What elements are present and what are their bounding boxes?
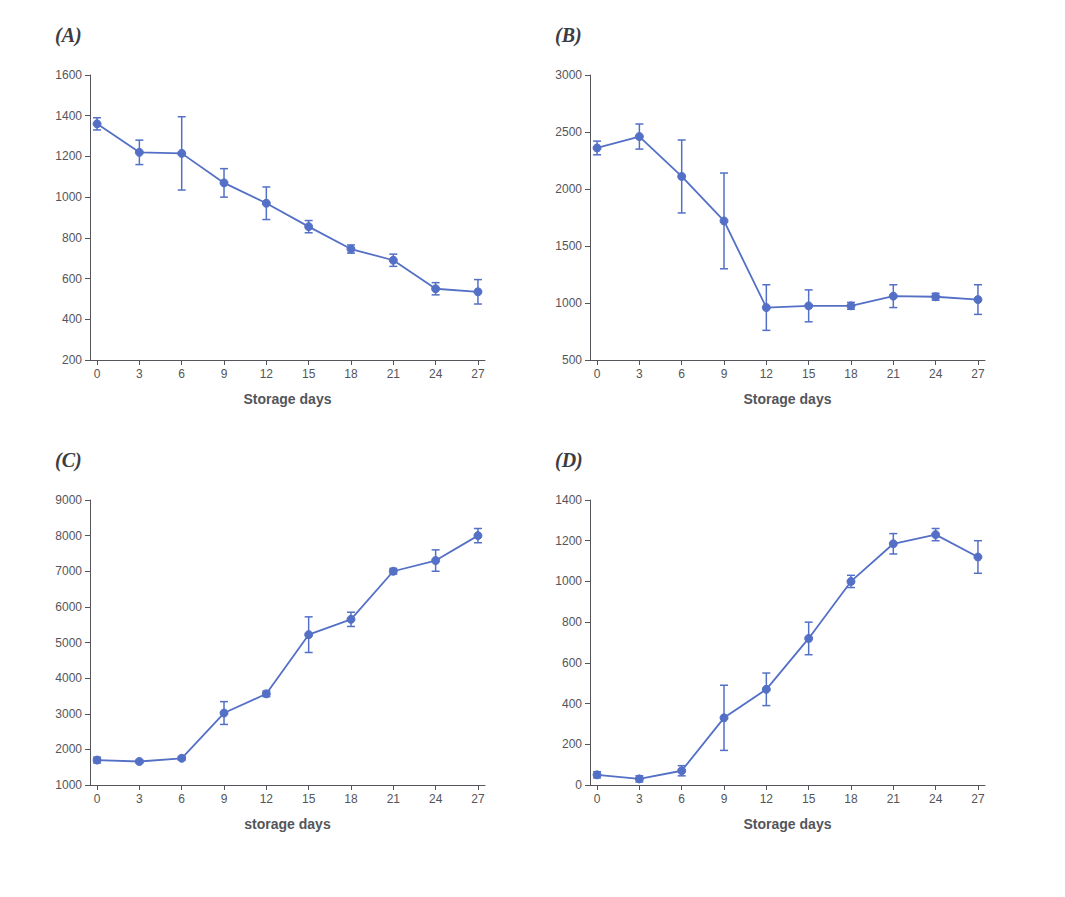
svg-text:1200: 1200 bbox=[55, 149, 82, 163]
svg-text:3: 3 bbox=[636, 367, 643, 381]
svg-text:1000: 1000 bbox=[55, 778, 82, 792]
svg-text:9: 9 bbox=[221, 792, 228, 806]
svg-text:Storage days: Storage days bbox=[744, 391, 832, 407]
svg-text:15: 15 bbox=[802, 367, 816, 381]
svg-text:27: 27 bbox=[971, 367, 985, 381]
svg-text:3000: 3000 bbox=[55, 707, 82, 721]
svg-text:27: 27 bbox=[471, 367, 485, 381]
svg-text:(B): (B) bbox=[555, 24, 582, 47]
svg-text:0: 0 bbox=[575, 778, 582, 792]
svg-text:6: 6 bbox=[678, 367, 685, 381]
svg-text:21: 21 bbox=[387, 367, 401, 381]
svg-text:21: 21 bbox=[887, 792, 901, 806]
svg-text:18: 18 bbox=[344, 367, 358, 381]
svg-text:6: 6 bbox=[678, 792, 685, 806]
svg-text:1200: 1200 bbox=[555, 534, 582, 548]
svg-text:3000: 3000 bbox=[555, 68, 582, 82]
svg-text:0: 0 bbox=[594, 367, 601, 381]
svg-text:2000: 2000 bbox=[55, 742, 82, 756]
svg-text:600: 600 bbox=[562, 656, 582, 670]
svg-text:0: 0 bbox=[94, 367, 101, 381]
svg-text:400: 400 bbox=[62, 312, 82, 326]
svg-text:0: 0 bbox=[94, 792, 101, 806]
svg-text:Storage days: Storage days bbox=[744, 816, 832, 832]
svg-text:1600: 1600 bbox=[55, 68, 82, 82]
svg-text:24: 24 bbox=[929, 792, 943, 806]
svg-text:200: 200 bbox=[62, 353, 82, 367]
svg-text:400: 400 bbox=[562, 697, 582, 711]
svg-text:(D): (D) bbox=[555, 449, 583, 472]
svg-text:1000: 1000 bbox=[555, 574, 582, 588]
svg-text:18: 18 bbox=[344, 792, 358, 806]
svg-text:9: 9 bbox=[721, 792, 728, 806]
svg-text:7000: 7000 bbox=[55, 564, 82, 578]
svg-text:3: 3 bbox=[636, 792, 643, 806]
svg-text:6000: 6000 bbox=[55, 600, 82, 614]
svg-text:24: 24 bbox=[929, 367, 943, 381]
svg-text:12: 12 bbox=[760, 792, 774, 806]
svg-text:18: 18 bbox=[844, 367, 858, 381]
svg-text:15: 15 bbox=[302, 792, 316, 806]
svg-text:200: 200 bbox=[562, 737, 582, 751]
svg-text:27: 27 bbox=[971, 792, 985, 806]
svg-text:6: 6 bbox=[178, 792, 185, 806]
svg-text:2500: 2500 bbox=[555, 125, 582, 139]
svg-text:4000: 4000 bbox=[55, 671, 82, 685]
svg-text:Storage days: Storage days bbox=[244, 391, 332, 407]
svg-text:storage days: storage days bbox=[244, 816, 331, 832]
svg-text:24: 24 bbox=[429, 367, 443, 381]
svg-text:3: 3 bbox=[136, 792, 143, 806]
svg-text:5000: 5000 bbox=[55, 636, 82, 650]
svg-text:3: 3 bbox=[136, 367, 143, 381]
svg-text:15: 15 bbox=[802, 792, 816, 806]
svg-text:9: 9 bbox=[221, 367, 228, 381]
svg-text:1000: 1000 bbox=[55, 190, 82, 204]
svg-text:500: 500 bbox=[562, 353, 582, 367]
svg-text:15: 15 bbox=[302, 367, 316, 381]
svg-text:1400: 1400 bbox=[55, 109, 82, 123]
svg-text:12: 12 bbox=[260, 367, 274, 381]
svg-text:24: 24 bbox=[429, 792, 443, 806]
svg-text:12: 12 bbox=[760, 367, 774, 381]
svg-text:9000: 9000 bbox=[55, 493, 82, 507]
svg-text:9: 9 bbox=[721, 367, 728, 381]
svg-text:600: 600 bbox=[62, 272, 82, 286]
svg-text:(A): (A) bbox=[55, 24, 82, 47]
svg-text:800: 800 bbox=[562, 615, 582, 629]
svg-text:1500: 1500 bbox=[555, 239, 582, 253]
svg-text:1000: 1000 bbox=[555, 296, 582, 310]
svg-text:800: 800 bbox=[62, 231, 82, 245]
svg-text:6: 6 bbox=[178, 367, 185, 381]
svg-text:12: 12 bbox=[260, 792, 274, 806]
svg-text:21: 21 bbox=[887, 367, 901, 381]
svg-text:8000: 8000 bbox=[55, 529, 82, 543]
svg-text:27: 27 bbox=[471, 792, 485, 806]
svg-text:1400: 1400 bbox=[555, 493, 582, 507]
svg-text:0: 0 bbox=[594, 792, 601, 806]
svg-text:18: 18 bbox=[844, 792, 858, 806]
svg-text:21: 21 bbox=[387, 792, 401, 806]
svg-text:2000: 2000 bbox=[555, 182, 582, 196]
svg-text:(C): (C) bbox=[55, 449, 82, 472]
